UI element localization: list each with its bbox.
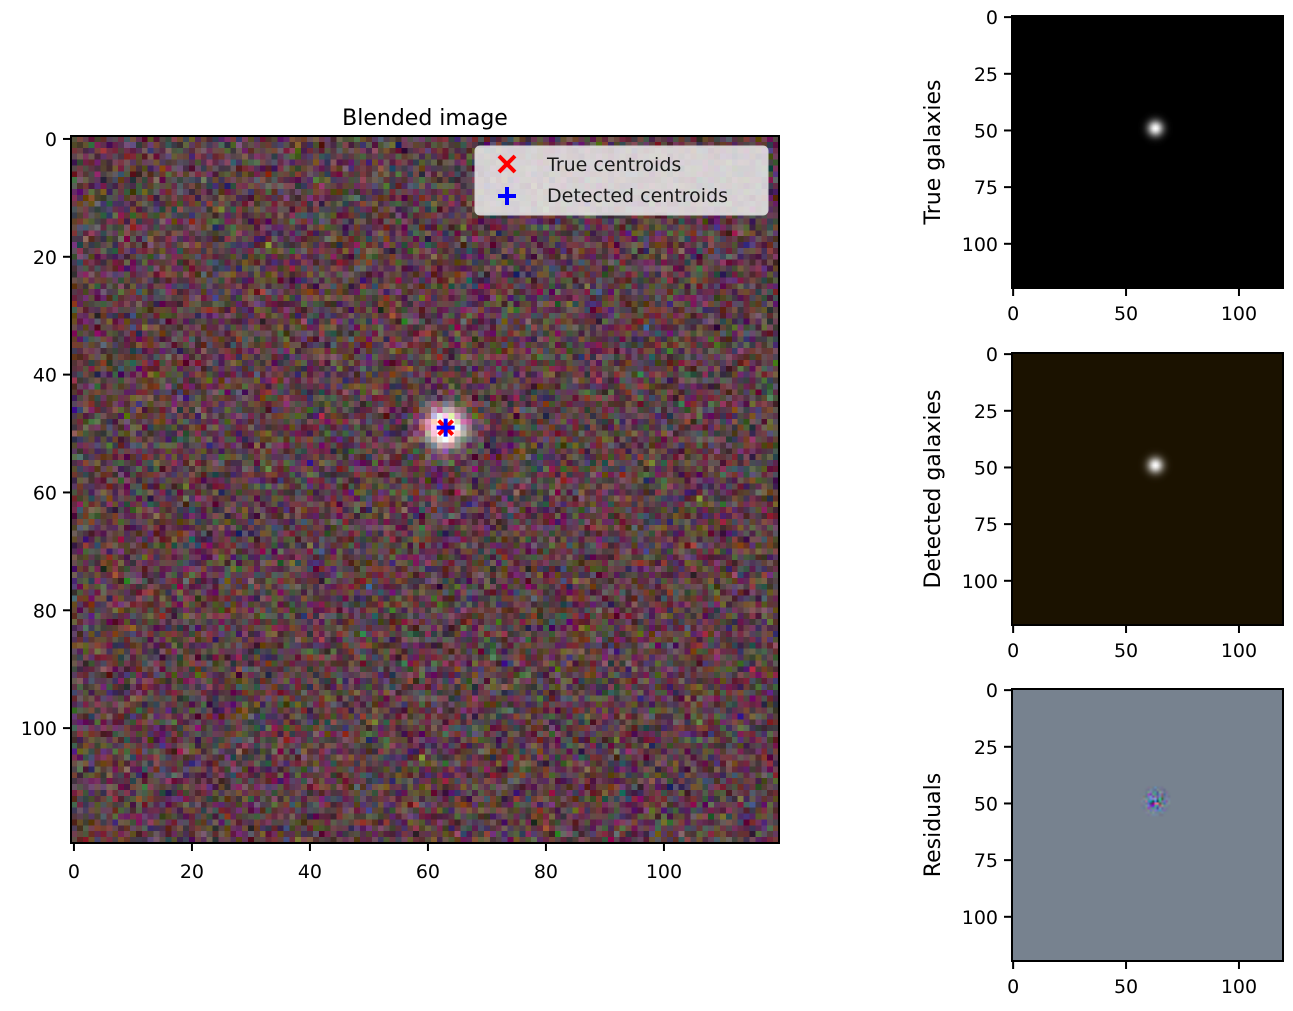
legend-true-centroids-marker xyxy=(497,154,517,174)
x-tick-label: 50 xyxy=(1114,640,1138,662)
legend-box xyxy=(474,145,769,216)
y-tick-label: 100 xyxy=(21,718,57,740)
y-tick-label: 0 xyxy=(986,680,998,702)
y-tick-label: 0 xyxy=(986,344,998,366)
centroid-markers xyxy=(436,418,455,437)
y-tick-label: 100 xyxy=(962,571,998,593)
detected-centroid-marker xyxy=(436,418,455,437)
y-tick-label: 75 xyxy=(974,177,998,199)
panel-image-pixels xyxy=(1012,16,1283,288)
panel-frame xyxy=(1011,688,1284,962)
x-tick-label: 40 xyxy=(298,861,322,883)
y-tick-label: 0 xyxy=(45,129,57,151)
y-tick-label: 50 xyxy=(974,793,998,815)
x-tick-label: 60 xyxy=(416,861,440,883)
blended-image-y-axis: 0 20 40 60 80 100 xyxy=(21,129,71,740)
x-tick-label: 50 xyxy=(1114,303,1138,325)
x-tick-label: 0 xyxy=(1007,640,1019,662)
true-galaxies-panel: 0 50 100 0 25 50 75 100 True galaxies xyxy=(921,7,1284,325)
x-tick-label: 0 xyxy=(1007,303,1019,325)
blended-image-title: Blended image xyxy=(342,106,508,131)
x-tick-label: 100 xyxy=(1221,640,1257,662)
y-tick-label: 100 xyxy=(962,907,998,929)
panel-frame xyxy=(1011,15,1284,289)
blended-image-x-axis: 0 20 40 60 80 100 xyxy=(68,843,682,883)
y-tick-label: 25 xyxy=(974,401,998,423)
y-tick-label: 50 xyxy=(974,120,998,142)
x-tick-label: 0 xyxy=(68,861,80,883)
x-tick-label: 0 xyxy=(1007,976,1019,998)
y-tick-label: 75 xyxy=(974,514,998,536)
x-tick-label: 100 xyxy=(1221,303,1257,325)
y-tick-label: 20 xyxy=(33,247,57,269)
panel-y-axis-label: Residuals xyxy=(921,773,946,877)
legend-detected-centroids-label: Detected centroids xyxy=(547,185,728,207)
panel-image-pixels xyxy=(1012,353,1283,625)
detected-galaxies-panel: 0 50 100 0 25 50 75 100 Detected galaxies xyxy=(921,344,1284,662)
x-tick-label: 100 xyxy=(646,861,682,883)
panel-image-pixels xyxy=(1012,689,1283,961)
y-tick-label: 40 xyxy=(33,365,57,387)
x-tick-label: 20 xyxy=(180,861,204,883)
blended-image-pixels xyxy=(71,136,779,843)
legend-true-centroids-label: True centroids xyxy=(546,154,681,176)
blended-image-frame xyxy=(70,135,780,844)
y-tick-label: 75 xyxy=(974,850,998,872)
panel-frame xyxy=(1011,352,1284,626)
x-tick-label: 50 xyxy=(1114,976,1138,998)
legend-detected-centroids-marker xyxy=(498,187,516,205)
panel-y-axis-label: Detected galaxies xyxy=(921,389,946,588)
y-tick-label: 100 xyxy=(962,234,998,256)
legend: True centroids Detected centroids xyxy=(474,145,769,216)
x-tick-label: 80 xyxy=(534,861,558,883)
residuals-panel: 0 50 100 0 25 50 75 100 Residuals xyxy=(921,680,1284,998)
y-tick-label: 25 xyxy=(974,737,998,759)
y-tick-label: 80 xyxy=(33,600,57,622)
x-tick-label: 100 xyxy=(1221,976,1257,998)
blended-image-panel: Blended image 0 20 40 60 80 100 020406080100 … xyxy=(21,106,780,883)
y-tick-label: 50 xyxy=(974,457,998,479)
y-tick-label: 25 xyxy=(974,64,998,86)
panel-y-axis-label: True galaxies xyxy=(921,80,946,226)
blended-image-raster xyxy=(71,136,779,843)
y-tick-label: 60 xyxy=(33,482,57,504)
y-tick-label: 0 xyxy=(986,7,998,29)
